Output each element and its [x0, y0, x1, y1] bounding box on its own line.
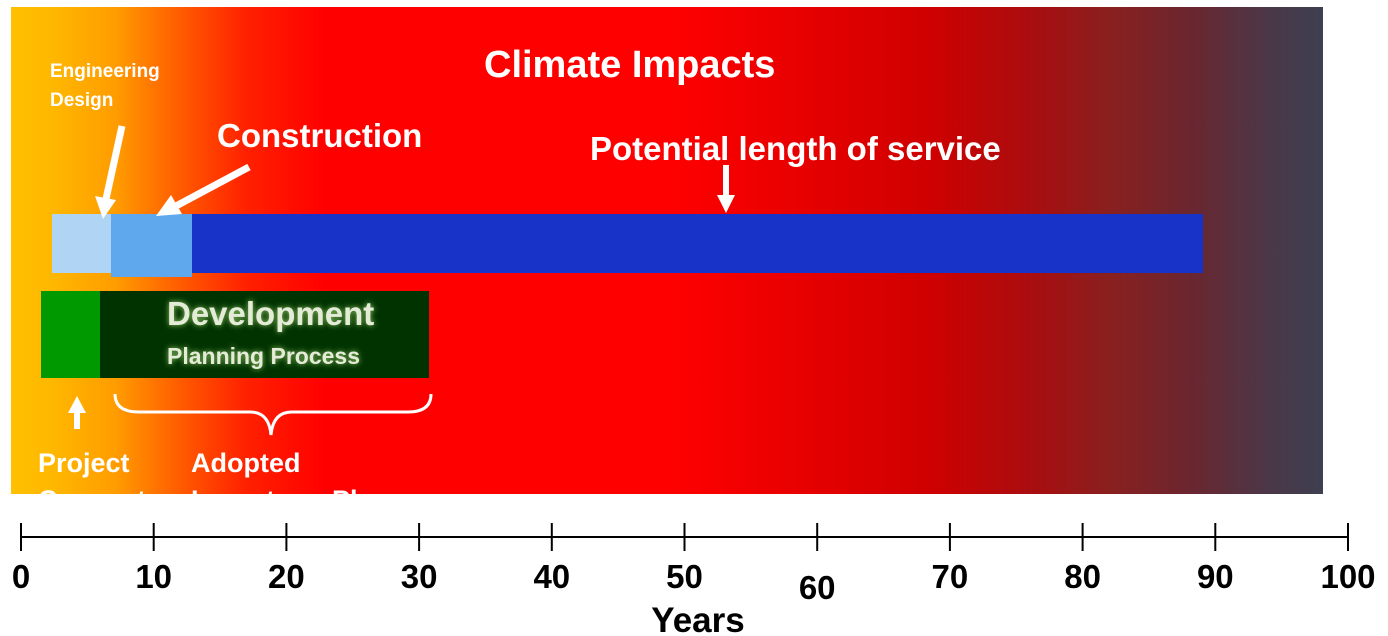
axis-tick-label: 20 [268, 558, 305, 595]
axis-tick-label: 0 [12, 558, 30, 595]
climate-impacts-background: Climate Impacts Engineering Design Const… [11, 7, 1323, 494]
annotation-arrows [68, 125, 735, 436]
axis-ticks [20, 523, 1349, 551]
service-label: Potential length of service [590, 130, 1001, 167]
adopted-plan-label-line2: Long-term Plan [191, 482, 389, 494]
axis-tick-labels: 0 10 20 30 40 50 60 70 80 90 100 [12, 558, 1376, 606]
development-label: Development [167, 295, 375, 332]
engineering-design-arrow [95, 125, 126, 219]
axis-tick-label: 80 [1064, 558, 1101, 595]
planning-brace-icon [113, 393, 433, 436]
axis-tick-label: 100 [1320, 558, 1375, 595]
adopted-plan-label-line1: Adopted [191, 448, 301, 478]
service-down-arrow [717, 165, 735, 213]
axis-tick-label: 10 [135, 558, 172, 595]
engineering-design-label: Engineering Design [50, 57, 160, 115]
climate-impacts-title: Climate Impacts [484, 44, 776, 86]
construction-arrow [156, 163, 251, 216]
engineering-design-label-line1: Engineering [50, 61, 160, 82]
axis-tick-label: 30 [401, 558, 438, 595]
project-concept-bar [41, 291, 100, 378]
planning-process-label: Planning Process [167, 343, 361, 369]
axis-tick-label: 40 [533, 558, 570, 595]
service-bar [192, 214, 1203, 273]
engineering-design-bar [52, 214, 111, 273]
axis-tick-label: 50 [666, 558, 703, 595]
construction-bar [111, 214, 192, 277]
project-concept-up-arrow [68, 396, 86, 429]
axis-tick-label: 90 [1197, 558, 1234, 595]
construction-label: Construction [217, 117, 423, 154]
project-concept-label-line2: Concept [38, 482, 146, 494]
axis-tick-label: 60 [799, 569, 836, 606]
development-bar [100, 291, 429, 378]
axis-tick-label: 70 [932, 558, 969, 595]
project-concept-label-line1: Project [38, 448, 130, 478]
project-concept-label: Project Concept [38, 445, 146, 494]
engineering-design-label-line2: Design [50, 90, 114, 111]
axis-title: Years [651, 601, 744, 636]
adopted-plan-label: Adopted Long-term Plan [191, 445, 389, 494]
